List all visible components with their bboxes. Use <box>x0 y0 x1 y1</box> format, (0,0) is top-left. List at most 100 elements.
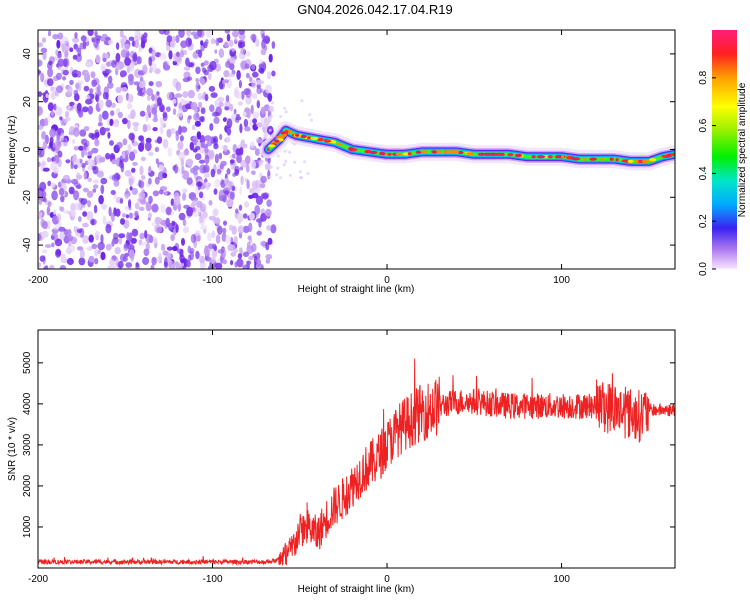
noise-blob <box>180 40 188 48</box>
noise-blob <box>55 106 63 116</box>
noise-blob <box>204 154 210 165</box>
noise-blob <box>217 249 225 254</box>
noise-blob <box>129 62 135 72</box>
noise-blob <box>155 81 163 88</box>
noise-blob <box>109 140 114 146</box>
noise-blob <box>91 243 98 250</box>
noise-blob <box>170 127 176 134</box>
noise-blob <box>134 39 139 49</box>
noise-blob <box>288 173 292 177</box>
noise-blob <box>237 253 243 260</box>
noise-blob <box>58 226 66 232</box>
snr-xlabel: Height of straight line (km) <box>298 584 415 595</box>
noise-blob <box>68 242 72 247</box>
noise-blob <box>194 120 201 127</box>
noise-blob <box>144 230 148 239</box>
noise-blob <box>129 151 135 161</box>
signal-hotspot <box>369 150 378 155</box>
noise-blob <box>146 88 154 96</box>
noise-blob <box>114 246 121 255</box>
noise-blob <box>44 264 49 269</box>
noise-blob <box>197 92 202 101</box>
noise-blob <box>160 243 166 251</box>
noise-blob <box>61 253 66 263</box>
noise-blob <box>123 243 130 249</box>
noise-blob <box>219 163 224 170</box>
noise-blob <box>55 144 60 154</box>
noise-blob <box>77 80 84 85</box>
noise-blob <box>75 82 80 90</box>
signal-hotspot <box>600 157 605 161</box>
noise-blob <box>212 137 217 143</box>
noise-blob <box>216 168 222 175</box>
noise-blob <box>132 53 138 62</box>
noise-blob <box>148 151 154 156</box>
noise-blob <box>49 128 56 138</box>
noise-blob <box>214 178 221 188</box>
noise-blob <box>82 235 90 244</box>
noise-blob <box>127 119 131 130</box>
noise-blob <box>41 190 47 198</box>
y-tick-label: 0 <box>22 146 33 152</box>
noise-blob <box>265 84 272 94</box>
noise-blob <box>49 141 53 149</box>
noise-blob <box>211 250 218 258</box>
noise-blob <box>164 257 168 267</box>
signal-hotspot <box>571 156 576 161</box>
noise-blob <box>50 147 56 152</box>
noise-blob <box>44 244 52 248</box>
noise-blob <box>94 138 100 147</box>
noise-blob <box>73 164 78 170</box>
noise-blob <box>261 193 269 200</box>
signal-hotspot <box>649 158 657 162</box>
noise-blob <box>207 264 215 269</box>
colorbar-label: Normalized spectral amplitude <box>737 82 748 217</box>
noise-blob <box>249 212 255 221</box>
noise-blob <box>146 95 151 101</box>
noise-blob <box>77 246 83 251</box>
noise-blob <box>167 147 173 158</box>
noise-blob <box>180 258 186 264</box>
noise-blob <box>70 209 76 217</box>
noise-blob <box>132 122 140 127</box>
noise-blob <box>79 129 87 137</box>
noise-blob <box>128 36 135 41</box>
noise-blob <box>92 188 97 193</box>
noise-blob <box>84 71 88 78</box>
noise-blob <box>104 127 110 132</box>
noise-blob <box>50 110 54 117</box>
signal-hotspot <box>536 155 546 159</box>
noise-blob <box>82 40 87 50</box>
noise-blob <box>239 123 243 134</box>
y-tick-label: -20 <box>22 190 33 205</box>
noise-blob <box>41 131 47 140</box>
noise-blob <box>252 71 259 78</box>
noise-blob <box>38 198 42 205</box>
noise-blob <box>251 64 256 70</box>
noise-blob <box>183 149 190 156</box>
noise-blob <box>87 150 93 156</box>
noise-blob <box>214 49 218 54</box>
noise-blob <box>117 111 123 119</box>
noise-blob <box>110 110 115 116</box>
noise-blob <box>214 153 219 164</box>
noise-blob <box>113 232 119 240</box>
colorbar-tick-label: 0.8 <box>698 70 709 84</box>
noise-blob <box>94 230 100 240</box>
noise-blob <box>120 38 125 49</box>
noise-blob <box>151 203 159 213</box>
noise-blob <box>198 101 203 109</box>
noise-blob <box>72 37 80 43</box>
noise-blob <box>100 177 108 185</box>
noise-blob <box>265 258 271 264</box>
noise-blob <box>72 139 76 144</box>
noise-blob <box>54 90 59 97</box>
noise-blob <box>229 103 234 112</box>
noise-blob <box>76 228 83 234</box>
y-tick-label: -40 <box>22 237 33 252</box>
noise-blob <box>268 105 274 113</box>
noise-blob <box>87 30 94 37</box>
